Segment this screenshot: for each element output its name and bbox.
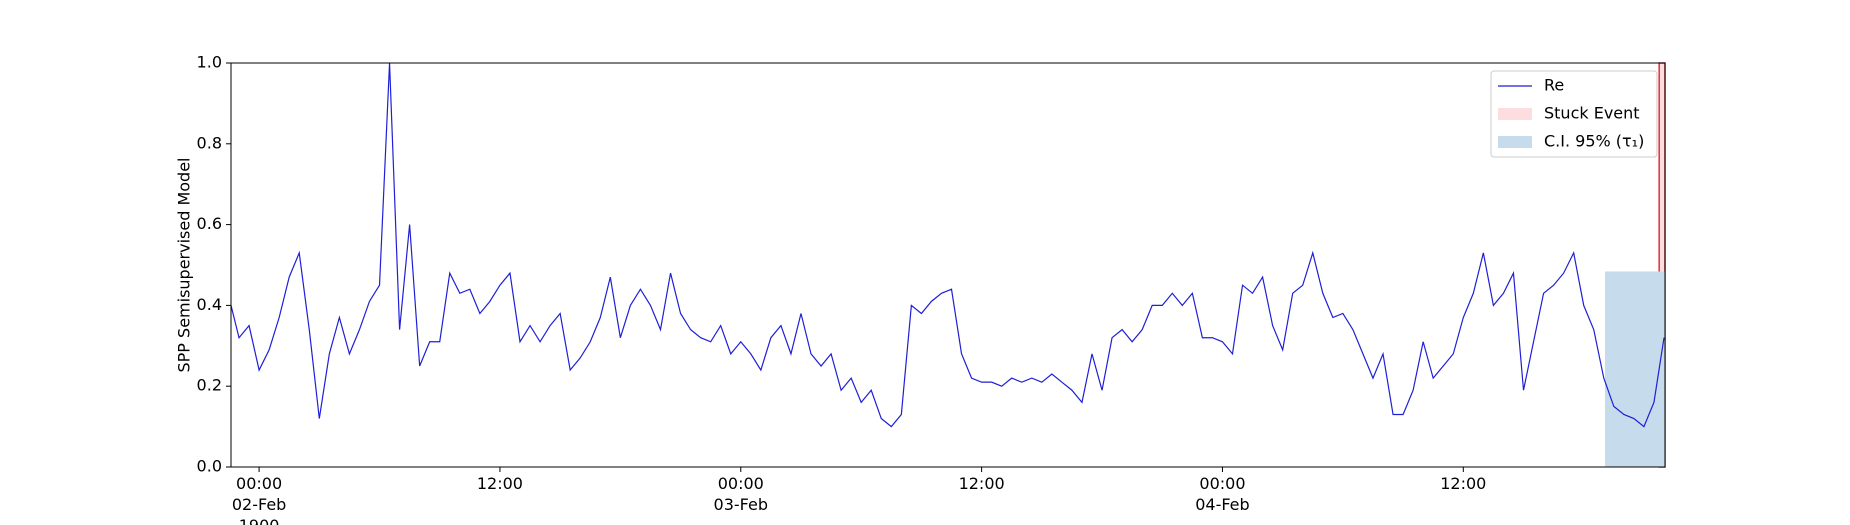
y-tick-label: 0.0 bbox=[197, 457, 222, 476]
axes-frame bbox=[230, 62, 1666, 468]
y-axis-label: SPP Semisupervised Model bbox=[175, 158, 194, 373]
legend-label: C.I. 95% (τ₁) bbox=[1544, 132, 1644, 151]
y-tick-label: 0.4 bbox=[197, 295, 222, 314]
x-tick-label: 12:00 bbox=[959, 474, 1005, 493]
shaded-span bbox=[1604, 271, 1665, 467]
y-tick-label: 1.0 bbox=[197, 53, 222, 72]
y-tick-label: 0.8 bbox=[197, 133, 222, 152]
legend-box bbox=[1490, 70, 1658, 158]
legend-patch bbox=[1498, 136, 1532, 148]
x-tick-label: 00:00 03-Feb bbox=[714, 474, 768, 514]
x-tick-label: 12:00 bbox=[477, 474, 523, 493]
data-line bbox=[230, 62, 1665, 428]
y-tick-label: 0.6 bbox=[197, 214, 222, 233]
x-tick-label: 12:00 bbox=[1440, 474, 1486, 493]
legend-patch bbox=[1498, 108, 1532, 120]
legend-label: Stuck Event bbox=[1544, 104, 1640, 123]
x-tick-label: 00:00 04-Feb bbox=[1195, 474, 1249, 514]
y-tick-label: 0.2 bbox=[197, 376, 222, 395]
legend-label: Re bbox=[1544, 76, 1564, 95]
